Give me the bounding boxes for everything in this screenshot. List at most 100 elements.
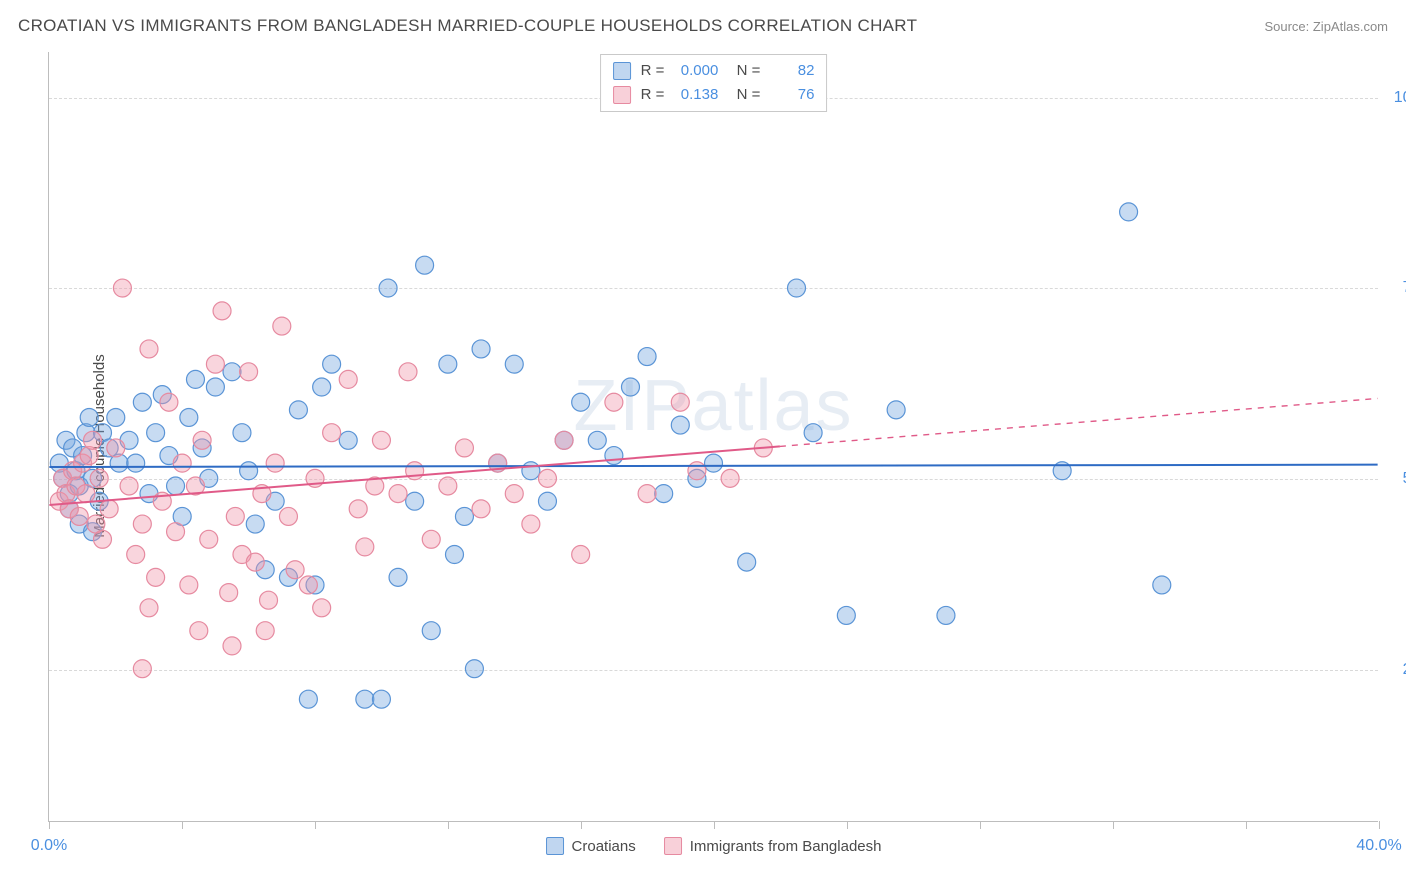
scatter-point (113, 279, 131, 297)
x-tick-label: 0.0% (31, 837, 67, 855)
scatter-point (721, 469, 739, 487)
scatter-point (133, 393, 151, 411)
scatter-point (127, 454, 145, 472)
y-tick-label: 100.0% (1388, 89, 1406, 107)
scatter-point (246, 553, 264, 571)
x-tick (714, 821, 715, 829)
scatter-point (688, 462, 706, 480)
x-tick (1246, 821, 1247, 829)
scatter-point (147, 424, 165, 442)
scatter-point (286, 561, 304, 579)
scatter-point (167, 477, 185, 495)
scatter-point (77, 485, 95, 503)
scatter-point (588, 431, 606, 449)
scatter-point (937, 606, 955, 624)
scatter-point (399, 363, 417, 381)
scatter-point (356, 538, 374, 556)
scatter-point (226, 507, 244, 525)
scatter-point (233, 424, 251, 442)
scatter-point (538, 469, 556, 487)
scatter-point (339, 431, 357, 449)
scatter-point (837, 606, 855, 624)
scatter-point (299, 576, 317, 594)
legend-label: Croatians (572, 838, 636, 855)
scatter-point (190, 622, 208, 640)
x-tick (581, 821, 582, 829)
scatter-point (671, 393, 689, 411)
scatter-point (186, 370, 204, 388)
scatter-point (299, 690, 317, 708)
scatter-point (289, 401, 307, 419)
scatter-point (372, 431, 390, 449)
scatter-point (465, 660, 483, 678)
legend-row-series-1: R = 0.000 N = 82 (613, 59, 815, 83)
scatter-point (193, 431, 211, 449)
scatter-point (572, 546, 590, 564)
legend-row-series-2: R = 0.138 N = 76 (613, 83, 815, 107)
scatter-point (147, 568, 165, 586)
scatter-point (279, 507, 297, 525)
scatter-point (605, 393, 623, 411)
plot-area: ZIPatlas R = 0.000 N = 82 R = 0.138 N = … (48, 52, 1378, 822)
chart-title: CROATIAN VS IMMIGRANTS FROM BANGLADESH M… (18, 16, 917, 36)
scatter-point (522, 515, 540, 533)
scatter-point (90, 469, 108, 487)
scatter-point (313, 378, 331, 396)
legend-n-label: N = (728, 59, 760, 83)
scatter-point (206, 355, 224, 373)
scatter-point (389, 485, 407, 503)
scatter-point (538, 492, 556, 510)
title-bar: CROATIAN VS IMMIGRANTS FROM BANGLADESH M… (18, 16, 1388, 36)
scatter-point (220, 584, 238, 602)
scatter-point (120, 477, 138, 495)
scatter-point (655, 485, 673, 503)
scatter-point (738, 553, 756, 571)
legend-r-label: R = (641, 83, 665, 107)
scatter-point (439, 355, 457, 373)
y-tick-label: 25.0% (1388, 661, 1406, 679)
legend-n-label: N = (728, 83, 760, 107)
scatter-point (356, 690, 374, 708)
x-tick (847, 821, 848, 829)
scatter-point (804, 424, 822, 442)
scatter-point (140, 340, 158, 358)
scatter-point (323, 355, 341, 373)
scatter-point (200, 530, 218, 548)
legend-n-value: 76 (770, 83, 814, 107)
legend-swatch-bangladesh (664, 837, 682, 855)
legend-swatch-croatians (546, 837, 564, 855)
scatter-point (439, 477, 457, 495)
scatter-point (84, 431, 102, 449)
source-label: Source: ZipAtlas.com (1264, 19, 1388, 34)
scatter-point (638, 485, 656, 503)
scatter-point (213, 302, 231, 320)
legend-n-value: 82 (770, 59, 814, 83)
scatter-point (406, 492, 424, 510)
scatter-point (100, 500, 118, 518)
legend-item-croatians: Croatians (546, 837, 636, 855)
x-tick-label: 40.0% (1356, 837, 1401, 855)
scatter-point (505, 485, 523, 503)
scatter-point (133, 515, 151, 533)
scatter-point (107, 408, 125, 426)
scatter-point (180, 576, 198, 594)
scatter-point (555, 431, 573, 449)
scatter-point (705, 454, 723, 472)
scatter-plot-svg (49, 52, 1378, 821)
chart-container: CROATIAN VS IMMIGRANTS FROM BANGLADESH M… (0, 0, 1406, 892)
scatter-point (472, 500, 490, 518)
x-tick (49, 821, 50, 829)
scatter-point (240, 363, 258, 381)
scatter-point (522, 462, 540, 480)
x-tick (315, 821, 316, 829)
scatter-point (206, 378, 224, 396)
scatter-point (323, 424, 341, 442)
scatter-point (339, 370, 357, 388)
scatter-point (1120, 203, 1138, 221)
scatter-point (107, 439, 125, 457)
scatter-point (180, 408, 198, 426)
legend-swatch-series-2 (613, 86, 631, 104)
legend-r-label: R = (641, 59, 665, 83)
scatter-point (167, 523, 185, 541)
x-tick (182, 821, 183, 829)
